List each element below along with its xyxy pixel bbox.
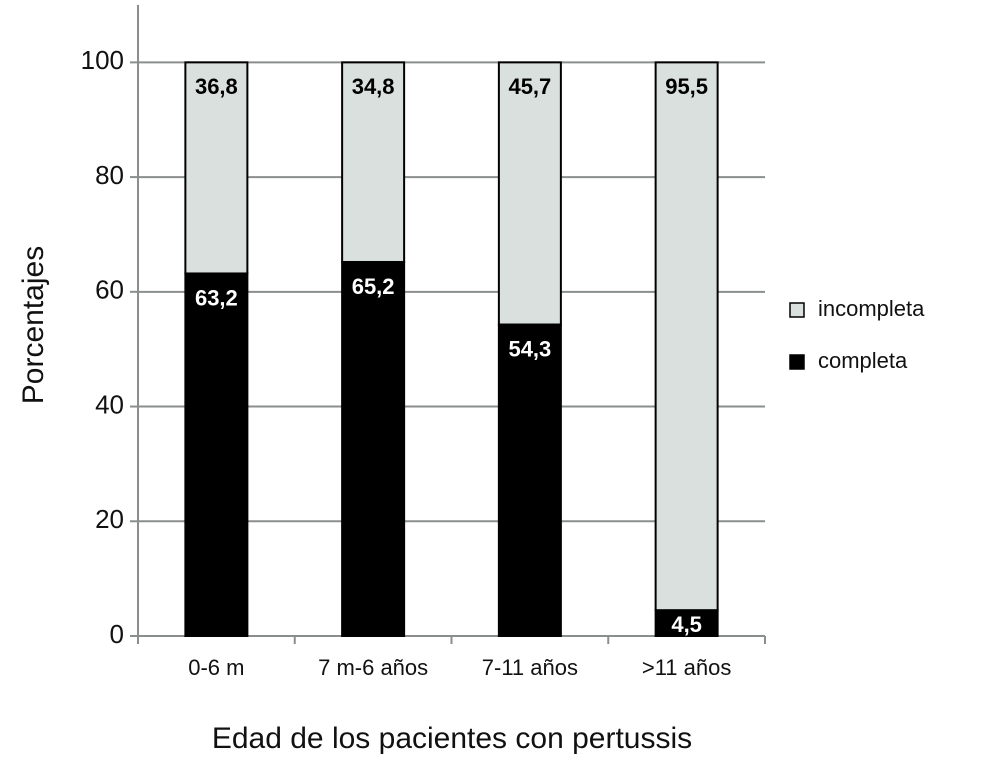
bar-segment xyxy=(184,61,249,275)
legend-label: incompleta xyxy=(818,296,925,321)
y-axis-title: Porcentajes xyxy=(17,246,50,404)
y-tick-label: 100 xyxy=(81,45,124,75)
y-tick-label: 80 xyxy=(95,160,124,190)
legend-label: completa xyxy=(818,348,908,373)
data-label: 63,2 xyxy=(195,285,238,310)
bar-segment xyxy=(184,272,249,637)
data-label: 65,2 xyxy=(352,274,395,299)
x-tick-label: 7-11 años xyxy=(482,655,578,680)
legend-swatch xyxy=(789,302,805,318)
bar-segment xyxy=(654,61,719,612)
data-label: 45,7 xyxy=(508,74,551,99)
y-tick-label: 40 xyxy=(95,389,124,419)
data-label: 36,8 xyxy=(195,74,238,99)
y-tick-label: 20 xyxy=(95,504,124,534)
bar-segment xyxy=(497,61,562,326)
bar-segment xyxy=(497,323,562,637)
data-label: 95,5 xyxy=(665,74,708,99)
data-label: 54,3 xyxy=(508,336,551,361)
x-tick-label: >11 años xyxy=(642,655,732,680)
bar-segment xyxy=(341,61,406,263)
y-tick-label: 60 xyxy=(95,275,124,305)
data-label: 4,5 xyxy=(671,612,702,637)
x-axis-title: Edad de los pacientes con pertussis xyxy=(212,722,692,755)
x-tick-label: 7 m-6 años xyxy=(318,655,428,680)
y-tick-label: 0 xyxy=(110,619,124,649)
x-tick-label: 0-6 m xyxy=(188,655,244,680)
bar-segment xyxy=(341,260,406,637)
legend-swatch xyxy=(789,354,805,370)
data-label: 34,8 xyxy=(352,74,395,99)
